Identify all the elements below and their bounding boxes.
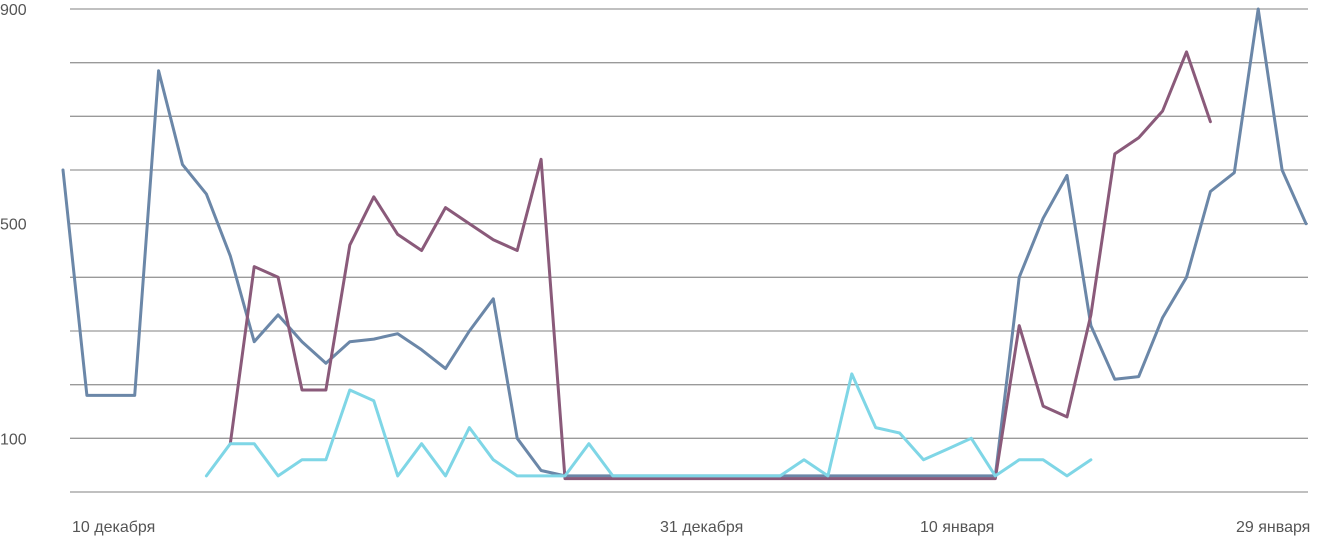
gridlines [70, 8, 1308, 493]
series-lines [61, 7, 1308, 481]
x-axis-labels: 10 декабря 31 декабря 10 января 29 января [72, 519, 1310, 536]
y-tick-label: 500 [0, 217, 27, 234]
x-tick-label: 31 декабря [660, 519, 743, 536]
y-axis-labels: 900 500 100 [0, 2, 27, 448]
y-tick-label: 900 [0, 2, 27, 19]
series-line-3 [204, 372, 1093, 478]
series-line-2 [228, 50, 1212, 481]
x-tick-label: 10 января [920, 519, 994, 536]
x-tick-label: 29 января [1236, 519, 1310, 536]
x-tick-label: 10 декабря [72, 519, 155, 536]
y-tick-label: 100 [0, 431, 27, 448]
series-line-1 [61, 7, 1308, 478]
